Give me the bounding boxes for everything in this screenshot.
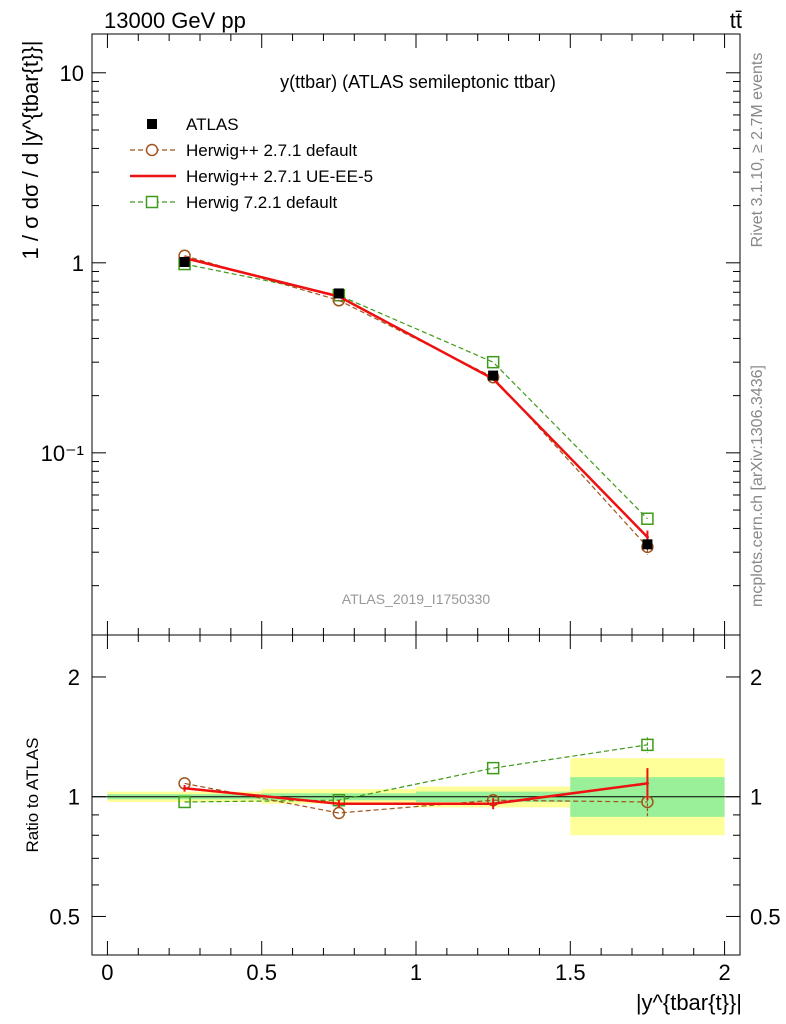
- main-series-3-point: [641, 512, 654, 525]
- plot-title: y(ttbar) (ATLAS semileptonic ttbar): [280, 72, 556, 92]
- ratio-series-1-line: [184, 782, 648, 806]
- ratio-y-axis-label: Ratio to ATLAS: [23, 738, 42, 853]
- ratio-series-2-point: [486, 761, 500, 775]
- main-series-2-line: [184, 256, 649, 539]
- ratio-series-2-point: [178, 795, 191, 809]
- ratio-series-1-point: [337, 802, 341, 806]
- main-series-0-point: [333, 288, 344, 299]
- main-y-axis-label: 1 / σ dσ / d |y^{tbar{t}}|: [18, 41, 43, 260]
- x-tick-label: 1.5: [555, 960, 586, 985]
- ratio-y-tick-label-right: 0.5: [750, 904, 781, 929]
- ratio-y-tick-label-left: 1: [68, 785, 80, 810]
- rivet-version-label: Rivet 3.1.10, ≥ 2.7M events: [749, 53, 766, 248]
- x-tick-label: 2: [718, 960, 730, 985]
- main-series-2-point: [645, 535, 649, 539]
- legend-marker: [145, 195, 159, 209]
- main-series-3-line: [184, 263, 648, 520]
- process-label: tt̄: [730, 8, 742, 33]
- ratio-series-1-point: [491, 802, 495, 806]
- x-tick-label: 1: [410, 960, 422, 985]
- ratio-y-tick-label-right: 1: [750, 785, 762, 810]
- ratio-series-0-point: [332, 806, 346, 820]
- header-label: 13000 GeV pp: [104, 8, 246, 33]
- ratio-series-2-line: [184, 744, 648, 803]
- main-y-tick-label: 10⁻¹: [41, 441, 84, 466]
- main-plot-area: [178, 249, 654, 555]
- legend-marker: [145, 143, 159, 157]
- x-tick-label: 0.5: [246, 960, 277, 985]
- ratio-y-tick-label-left: 2: [68, 665, 80, 690]
- ratio-y-tick-label-right: 2: [750, 665, 762, 690]
- main-y-tick-label: 10: [60, 61, 84, 86]
- legend-label: ATLAS: [186, 115, 239, 134]
- ratio-plot-area: [92, 737, 740, 836]
- mcplots-reference-label: mcplots.cern.ch [arXiv:1306.3436]: [749, 365, 766, 607]
- ratio-series-1-point: [183, 786, 187, 790]
- main-series-0-point: [488, 370, 499, 381]
- main-series-3-point: [486, 355, 500, 369]
- main-series-1-line: [184, 255, 648, 548]
- main-series-0-point: [179, 256, 190, 267]
- legend-label: Herwig++ 2.7.1 UE-EE-5: [186, 167, 373, 186]
- analysis-watermark: ATLAS_2019_I1750330: [342, 591, 491, 607]
- ratio-series-1-point: [645, 781, 649, 785]
- main-y-tick-label: 1: [72, 251, 84, 276]
- main-series-0-point: [642, 539, 653, 550]
- x-tick-label: 0: [101, 960, 113, 985]
- ratio-series-2-point: [641, 738, 654, 752]
- legend-label: Herwig 7.2.1 default: [186, 193, 337, 212]
- ratio-y-tick-label-left: 0.5: [49, 904, 80, 929]
- legend-marker-atlas: [147, 119, 157, 129]
- x-axis-label: |y^{tbar{t}}|: [636, 990, 742, 1015]
- legend-label: Herwig++ 2.7.1 default: [186, 141, 357, 160]
- ratio-series-0-line: [184, 782, 648, 814]
